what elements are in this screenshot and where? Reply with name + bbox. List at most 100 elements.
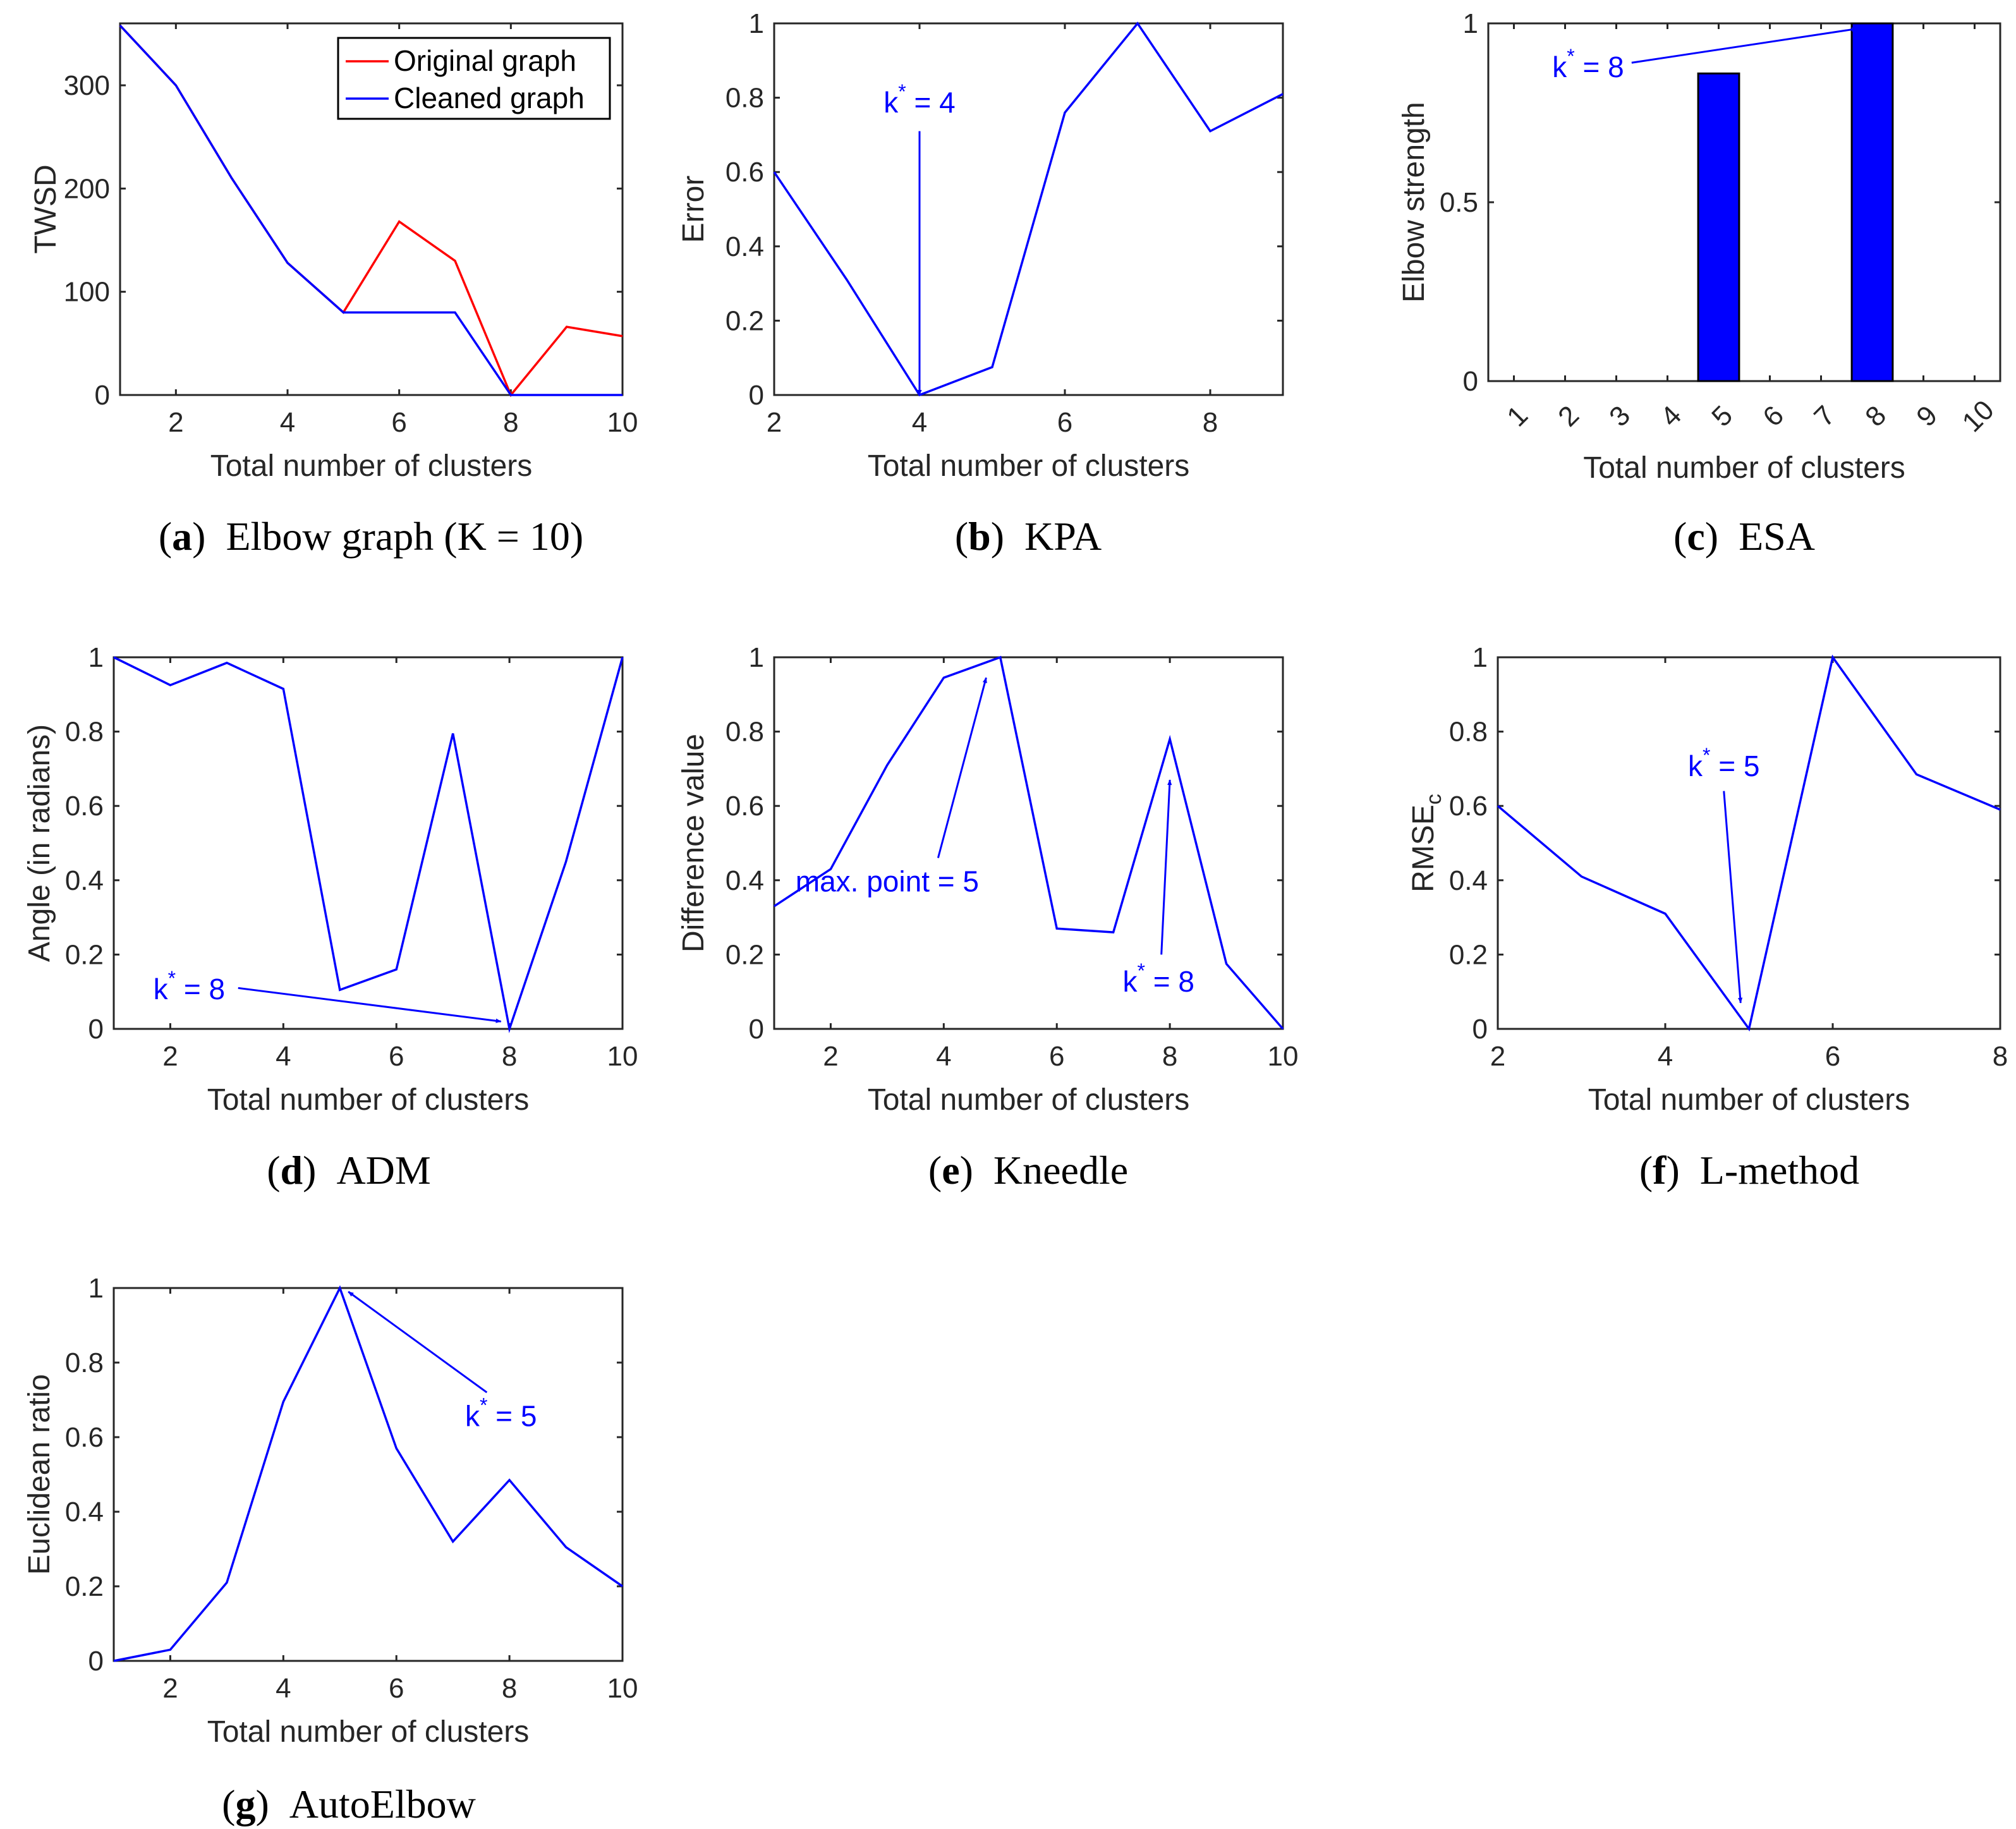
caption-paren: ) <box>1666 1148 1699 1193</box>
x-tick-label: 6 <box>391 407 406 438</box>
panel-caption: (g) AutoElbow <box>222 1782 476 1826</box>
chart-d: 0 0.2 0.4 0.6 0.8 1 2 4 6 8 10 Total number of clus… <box>23 642 638 1193</box>
x-tick-label: 6 <box>1057 407 1072 438</box>
x-tick-label: 9 <box>1910 400 1943 433</box>
caption-text: AutoElbow <box>289 1782 476 1826</box>
x-axis-label: Total number of clusters <box>1583 451 1905 485</box>
x-tick-label: 4 <box>1655 400 1687 433</box>
x-tick-label: 2 <box>162 1041 178 1072</box>
caption-paren: ) <box>255 1782 289 1826</box>
y-tick-label: 100 <box>64 277 110 308</box>
x-tick-label: 2 <box>823 1041 838 1072</box>
y-tick-label: 1 <box>749 642 764 673</box>
caption-text: ADM <box>336 1148 430 1193</box>
plot-frame <box>112 656 624 1030</box>
series-line-1 <box>774 655 1284 1030</box>
y-axis-label-text: TWSD <box>29 164 63 253</box>
annotation-rest: = 8 <box>176 973 225 1006</box>
caption-text: Elbow graph (K = 10) <box>226 514 583 559</box>
caption-text: KPA <box>1024 514 1102 559</box>
legend-label: Cleaned graph <box>394 82 585 114</box>
y-tick-label: 0 <box>1463 366 1478 397</box>
x-tick-label: 4 <box>936 1041 951 1072</box>
y-tick-label: 0 <box>1473 1014 1488 1045</box>
y-axis-label: TWSD <box>29 164 63 253</box>
y-tick-label: 0 <box>88 1646 104 1677</box>
x-tick-label: 2 <box>168 407 183 438</box>
y-axis-label: RMSEc <box>1407 794 1446 892</box>
caption-letter: d <box>281 1148 303 1193</box>
annotation-label: k* = 5 <box>465 1394 537 1432</box>
panel-caption: (f) L-method <box>1639 1148 1859 1193</box>
y-tick-label: 0.8 <box>65 1347 104 1378</box>
caption-letter: b <box>968 514 991 559</box>
annotation-base: k <box>154 973 169 1006</box>
annotation-base: k <box>884 86 899 119</box>
panel-caption: (d) ADM <box>267 1148 431 1193</box>
x-tick-label: 1 <box>1501 400 1534 433</box>
x-tick-label: 4 <box>280 407 295 438</box>
caption-paren: ( <box>1673 514 1687 559</box>
annotation-arrow <box>1631 27 1858 64</box>
annotation-rest: = 5 <box>487 1399 537 1432</box>
caption-paren: ) <box>192 514 226 559</box>
y-tick-label: 0 <box>95 380 110 411</box>
y-axis-label-text: Error <box>677 176 710 243</box>
caption-paren: ) <box>960 1148 993 1193</box>
x-tick-label: 8 <box>502 1041 517 1072</box>
y-tick-label: 1 <box>1463 8 1478 39</box>
y-axis-label-text: Angle (in radians) <box>23 724 56 962</box>
y-axis-label-text: Elbow strength <box>1397 102 1431 303</box>
y-axis-label: Error <box>677 176 710 243</box>
x-tick-label: 6 <box>1049 1041 1064 1072</box>
legend: Original graph Cleaned graph <box>337 37 611 120</box>
x-tick-label: 10 <box>1957 394 2000 438</box>
bar-8 <box>1850 22 1894 382</box>
x-tick-label: 4 <box>912 407 927 438</box>
annotation-arrow <box>238 987 502 1023</box>
x-tick-label: 4 <box>276 1673 291 1704</box>
x-tick-label: 3 <box>1603 400 1636 433</box>
x-axis-label: Total number of clusters <box>868 449 1190 483</box>
x-tick-label: 2 <box>1552 400 1585 433</box>
y-axis-label: Elbow strength <box>1397 102 1431 303</box>
caption-paren: ( <box>955 514 968 559</box>
series-line-2 <box>119 25 622 396</box>
annotation-rest: = 4 <box>906 86 956 119</box>
caption-letter: a <box>172 514 192 559</box>
x-axis-label: Total number of clusters <box>210 449 533 483</box>
y-tick-label: 1 <box>88 1273 104 1304</box>
x-tick-label: 2 <box>162 1673 178 1704</box>
x-axis-label: Total number of clusters <box>207 1715 530 1749</box>
x-tick-label: 4 <box>1658 1041 1673 1072</box>
chart-g: 0 0.2 0.4 0.6 0.8 1 2 4 6 8 10 Total number of clus… <box>23 1273 638 1826</box>
annotation-rest: = 8 <box>1145 965 1194 998</box>
chart-f: 0 0.2 0.4 0.6 0.8 1 2 4 6 8 Total number of cluste… <box>1407 642 2008 1193</box>
y-tick-label: 0.8 <box>726 717 764 748</box>
y-tick-label: 0.2 <box>1449 939 1488 970</box>
annotation-superscript: * <box>1567 45 1574 68</box>
panel-caption: (c) ESA <box>1673 514 1815 559</box>
annotation-label: k* = 8 <box>154 967 225 1006</box>
x-tick-label: 10 <box>607 1041 638 1072</box>
bar-5 <box>1697 72 1740 382</box>
annotation-label: k* = 5 <box>1688 744 1759 782</box>
annotation-arrow <box>348 1291 488 1394</box>
y-tick-label: 0 <box>749 380 764 411</box>
y-tick-label: 1 <box>88 642 104 673</box>
caption-text: Kneedle <box>993 1148 1128 1193</box>
chart-b: 0 0.2 0.4 0.6 0.8 1 2 4 6 8 Total number of cluste… <box>677 8 1284 559</box>
x-tick-label: 10 <box>607 407 638 438</box>
x-tick-label: 8 <box>1162 1041 1177 1072</box>
x-tick-label: 5 <box>1706 400 1739 433</box>
annotation-base: k <box>1552 51 1567 83</box>
legend-label: Original graph <box>394 44 576 77</box>
y-tick-label: 1 <box>1473 642 1488 673</box>
caption-text: L-method <box>1700 1148 1859 1193</box>
annotation-superscript: * <box>168 967 176 990</box>
y-tick-label: 0.6 <box>1449 791 1488 822</box>
y-tick-label: 0.6 <box>65 791 104 822</box>
x-tick-label: 6 <box>1757 400 1790 433</box>
annotation-superscript: * <box>1703 744 1710 767</box>
